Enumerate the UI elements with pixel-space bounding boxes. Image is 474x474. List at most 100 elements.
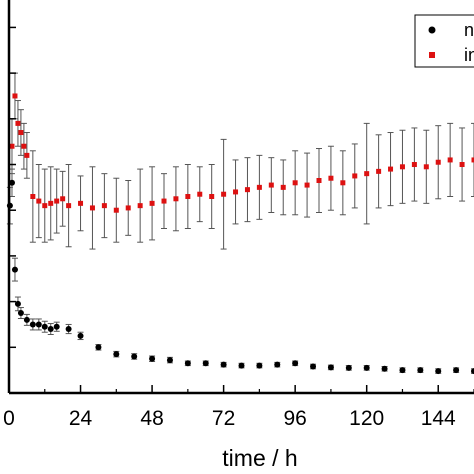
data-point [77, 332, 84, 339]
data-point [8, 179, 15, 186]
data-point [310, 363, 317, 370]
legend-marker-n [428, 26, 436, 34]
data-point [185, 194, 191, 199]
data-point [131, 353, 138, 360]
data-point [327, 364, 334, 371]
data-point [15, 120, 21, 126]
data-point [161, 198, 167, 204]
data-point [345, 364, 352, 371]
x-tick-label: 96 [283, 407, 306, 430]
data-point [9, 143, 15, 149]
data-point [21, 143, 27, 149]
data-point [60, 196, 66, 202]
x-tick-label: 0 [3, 407, 15, 430]
data-point [471, 157, 474, 163]
data-point [471, 368, 474, 375]
data-point [24, 152, 30, 158]
data-point [363, 364, 370, 371]
data-point [292, 180, 298, 186]
legend: n in [414, 14, 474, 68]
data-point [17, 310, 24, 317]
data-point [304, 182, 310, 188]
data-point [274, 361, 281, 368]
plot-area [6, 72, 474, 375]
data-point [316, 178, 322, 184]
data-point [137, 203, 143, 209]
data-point [53, 323, 60, 330]
data-point [435, 159, 441, 165]
data-point [42, 203, 48, 209]
data-point [388, 166, 394, 172]
data-point [453, 367, 460, 374]
data-point [376, 168, 382, 174]
data-point [220, 361, 227, 368]
legend-box [414, 14, 474, 68]
data-point [35, 321, 42, 328]
data-point [459, 162, 465, 168]
x-axis-title: time / h [222, 445, 297, 471]
data-point [101, 203, 107, 209]
data-point [65, 326, 72, 333]
data-point [399, 367, 406, 374]
data-point [173, 196, 179, 202]
legend-label-n: n [464, 20, 474, 40]
data-point [149, 200, 155, 206]
data-point [95, 344, 102, 351]
data-point [184, 360, 191, 367]
data-point [14, 300, 21, 307]
legend-marker-in [429, 52, 435, 58]
series-1 [8, 72, 474, 250]
data-point [125, 205, 131, 211]
data-point [268, 182, 274, 188]
data-point [149, 355, 156, 362]
data-point [447, 157, 453, 163]
data-point [41, 323, 48, 330]
x-tick-labels: 0 24 48 72 96 120 144 [3, 407, 456, 430]
data-point [11, 266, 18, 273]
x-tick-label: 72 [212, 407, 235, 430]
data-point [328, 175, 334, 181]
data-point [280, 184, 286, 190]
data-point [113, 207, 119, 213]
x-tick-label: 24 [69, 407, 93, 430]
legend-label-in: in [464, 45, 474, 65]
data-point [340, 180, 346, 186]
data-point [352, 173, 358, 179]
data-point [435, 368, 442, 375]
data-point [423, 164, 429, 170]
data-point [381, 365, 388, 372]
data-point [36, 198, 42, 204]
data-point [23, 316, 30, 323]
data-point [54, 198, 60, 204]
data-point [66, 203, 72, 209]
data-point [256, 362, 263, 369]
data-point [197, 191, 203, 197]
data-point [417, 367, 424, 374]
data-point [166, 357, 173, 364]
data-point [29, 321, 36, 328]
data-point [48, 200, 54, 206]
data-point [411, 162, 417, 168]
data-point [399, 164, 405, 170]
x-tick-label: 120 [349, 407, 384, 430]
data-point [233, 189, 239, 195]
data-point [256, 184, 262, 190]
series-0 [6, 168, 474, 375]
data-point [221, 191, 227, 197]
x-tick-label: 48 [140, 407, 163, 430]
data-point [364, 171, 370, 177]
axes [7, 0, 474, 395]
data-point [202, 360, 209, 367]
data-point [209, 194, 215, 199]
data-point [47, 326, 54, 333]
x-tick-label: 144 [421, 407, 456, 430]
data-point [244, 187, 250, 193]
data-point [113, 351, 120, 358]
data-point [89, 205, 95, 211]
data-point [238, 362, 245, 369]
data-point [12, 93, 18, 99]
data-point [18, 130, 24, 136]
data-point [30, 194, 36, 199]
